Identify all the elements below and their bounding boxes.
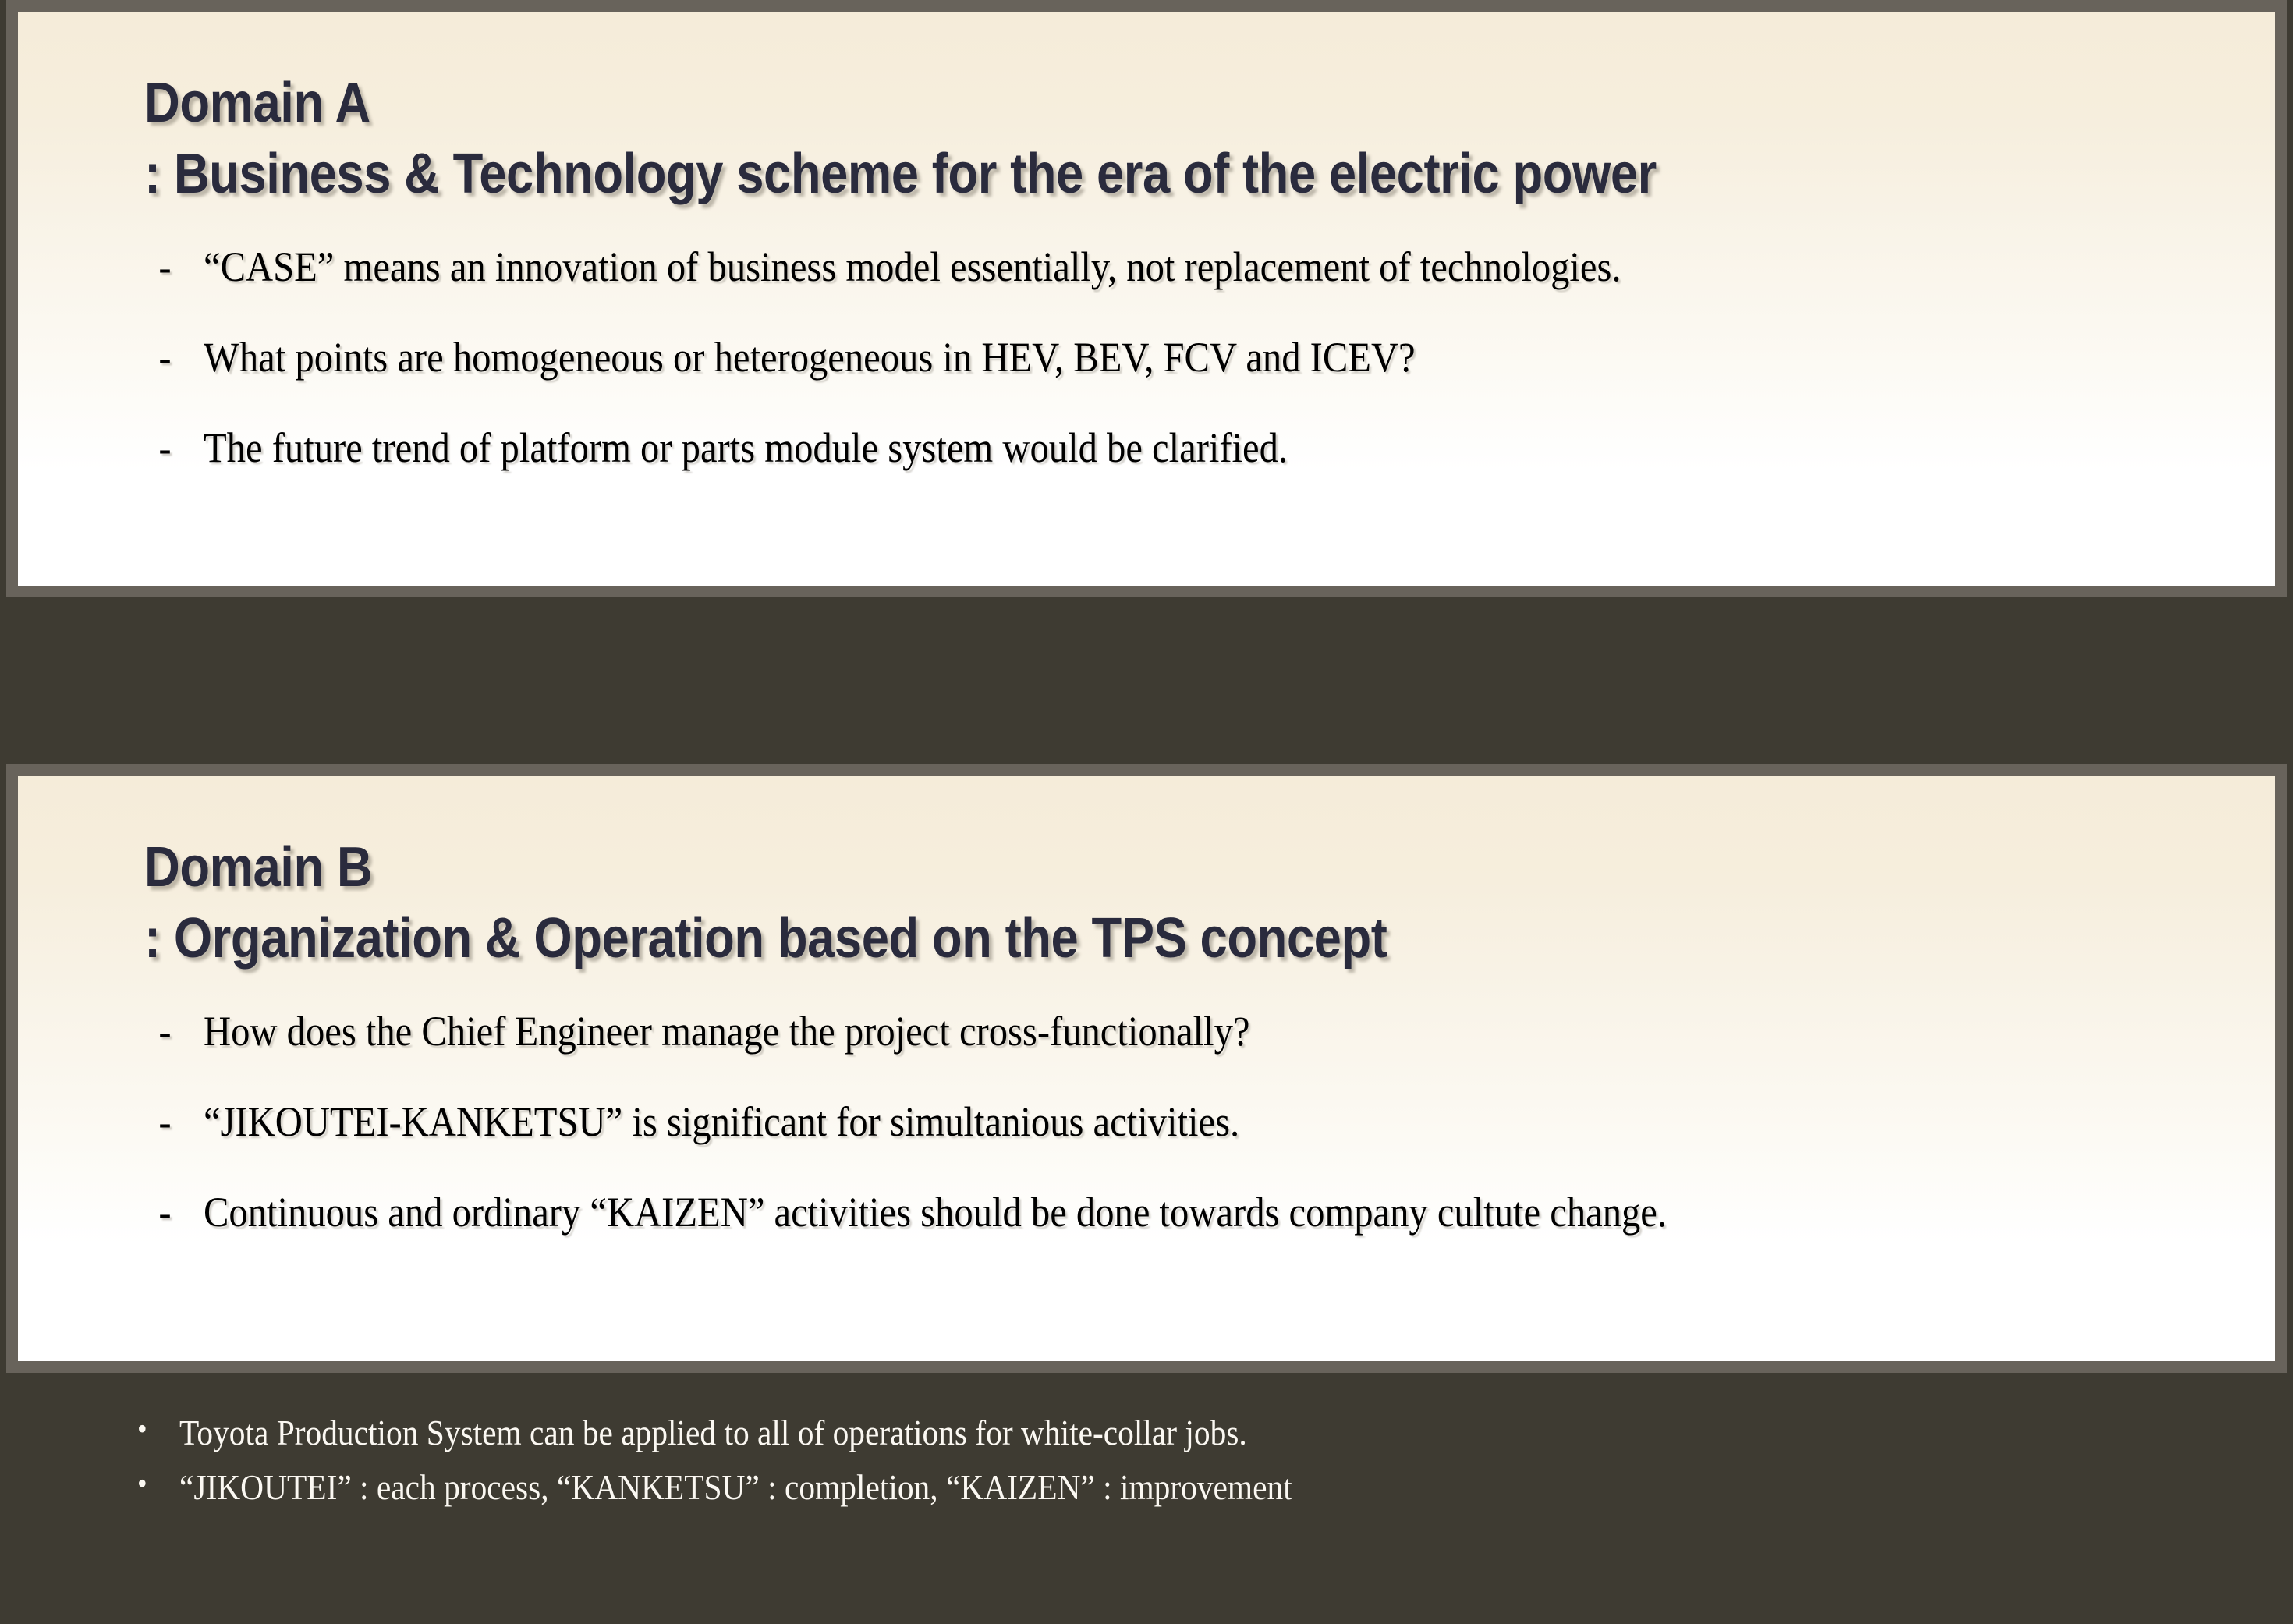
domain-a-heading-line1: Domain A	[144, 72, 370, 135]
footer-notes-list: • Toyota Production System can be applie…	[137, 1413, 1416, 1507]
domain-a-heading: Domain A : Business & Technology scheme …	[144, 68, 1657, 209]
list-item: - “CASE” means an innovation of business…	[158, 243, 1621, 290]
list-item-text: Toyota Production System can be applied …	[179, 1413, 1247, 1452]
list-item: - “JIKOUTEI-KANKETSU” is significant for…	[158, 1098, 1667, 1145]
list-item: - How does the Chief Engineer manage the…	[158, 1008, 1667, 1055]
domain-a-heading-line2: : Business & Technology scheme for the e…	[144, 142, 1657, 205]
list-item-text: “JIKOUTEI-KANKETSU” is significant for s…	[204, 1098, 1240, 1145]
list-item: - The future trend of platform or parts …	[158, 424, 1621, 471]
round-bullet-icon: •	[137, 1411, 147, 1446]
dash-bullet-icon: -	[158, 1189, 172, 1236]
list-item: - What points are homogeneous or heterog…	[158, 334, 1621, 381]
dash-bullet-icon: -	[158, 334, 172, 381]
domain-b-heading: Domain B : Organization & Operation base…	[144, 832, 1387, 973]
list-item: • “JIKOUTEI” : each process, “KANKETSU” …	[137, 1467, 1292, 1507]
domain-b-panel: Domain B : Organization & Operation base…	[6, 764, 2287, 1373]
domain-a-panel-body: Domain A : Business & Technology scheme …	[18, 12, 2275, 586]
footer-notes: • Toyota Production System can be applie…	[6, 1374, 2287, 1624]
list-item-text: “JIKOUTEI” : each process, “KANKETSU” : …	[179, 1467, 1292, 1507]
list-item-text: The future trend of platform or parts mo…	[204, 424, 1288, 471]
list-item: - Continuous and ordinary “KAIZEN” activ…	[158, 1189, 1667, 1236]
dash-bullet-icon: -	[158, 424, 172, 471]
list-item-text: How does the Chief Engineer manage the p…	[204, 1008, 1250, 1055]
domain-a-panel: Domain A : Business & Technology scheme …	[6, 0, 2287, 597]
domain-b-heading-line2: : Organization & Operation based on the …	[144, 906, 1387, 970]
dash-bullet-icon: -	[158, 1008, 172, 1055]
domain-b-heading-line1: Domain B	[144, 836, 373, 899]
list-item-text: Continuous and ordinary “KAIZEN” activit…	[204, 1189, 1667, 1236]
list-item-text: What points are homogeneous or heterogen…	[204, 334, 1416, 381]
round-bullet-icon: •	[137, 1466, 147, 1501]
list-item: • Toyota Production System can be applie…	[137, 1413, 1292, 1452]
domain-b-bullet-list: - How does the Chief Engineer manage the…	[158, 1008, 1829, 1236]
list-item-text: “CASE” means an innovation of business m…	[204, 243, 1621, 290]
domain-a-bullet-list: - “CASE” means an innovation of business…	[158, 243, 1779, 471]
dash-bullet-icon: -	[158, 1098, 172, 1145]
dash-bullet-icon: -	[158, 243, 172, 290]
domain-b-panel-body: Domain B : Organization & Operation base…	[18, 776, 2275, 1361]
